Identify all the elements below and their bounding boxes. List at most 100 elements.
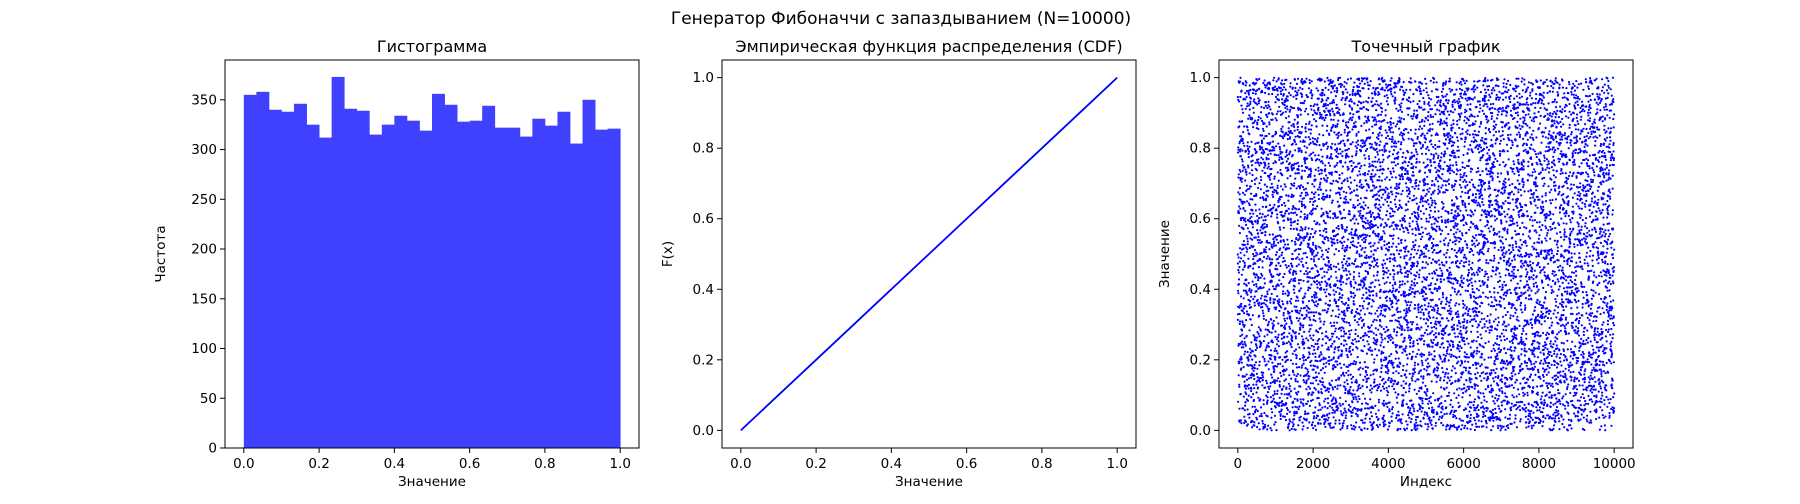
scatter-point (1400, 249, 1402, 251)
scatter-point (1306, 310, 1308, 312)
scatter-point (1331, 174, 1333, 176)
scatter-point (1381, 364, 1383, 366)
scatter-point (1374, 312, 1376, 314)
scatter-point (1333, 238, 1335, 240)
scatter-point (1416, 161, 1418, 163)
scatter-point (1288, 294, 1290, 296)
scatter-point (1289, 300, 1291, 302)
scatter-point (1309, 236, 1311, 238)
scatter-point (1391, 77, 1393, 79)
scatter-point (1324, 309, 1326, 311)
scatter-point (1361, 385, 1363, 387)
y-tick-label: 0.0 (693, 423, 714, 439)
scatter-point (1290, 94, 1292, 96)
scatter-point (1366, 428, 1368, 430)
scatter-point (1256, 391, 1258, 393)
scatter-point (1344, 145, 1346, 147)
scatter-point (1237, 191, 1239, 193)
scatter-point (1318, 173, 1320, 175)
scatter-point (1345, 417, 1347, 419)
scatter-point (1254, 249, 1256, 251)
scatter-point (1270, 374, 1272, 376)
scatter-point (1249, 84, 1251, 86)
scatter-point (1288, 208, 1290, 210)
scatter-point (1283, 93, 1285, 95)
scatter-point (1403, 309, 1405, 311)
scatter-point (1245, 108, 1247, 110)
scatter-point (1308, 308, 1310, 310)
scatter-point (1296, 310, 1298, 312)
scatter-point (1396, 331, 1398, 333)
scatter-point (1327, 346, 1329, 348)
scatter-point (1293, 124, 1295, 126)
scatter-point (1411, 186, 1413, 188)
scatter-point (1376, 169, 1378, 171)
scatter-point (1342, 120, 1344, 122)
scatter-point (1245, 305, 1247, 307)
scatter-point (1338, 338, 1340, 340)
scatter-point (1320, 299, 1322, 301)
scatter-point (1334, 84, 1336, 86)
scatter-point (1324, 426, 1326, 428)
scatter-point (1340, 367, 1342, 369)
scatter-point (1356, 347, 1358, 349)
scatter-point (1359, 367, 1361, 369)
scatter-point (1320, 381, 1322, 383)
scatter-point (1357, 395, 1359, 397)
scatter-point (1394, 391, 1396, 393)
scatter-point (1410, 293, 1412, 295)
scatter-point (1261, 142, 1263, 144)
scatter-point (1370, 286, 1372, 288)
scatter-point (1255, 384, 1257, 386)
scatter-point (1288, 127, 1290, 129)
scatter-point (1256, 285, 1258, 287)
scatter-point (1291, 240, 1293, 242)
scatter-point (1346, 229, 1348, 231)
scatter-point (1260, 277, 1262, 279)
scatter-point (1252, 314, 1254, 316)
scatter-point (1246, 90, 1248, 92)
scatter-point (1239, 335, 1241, 337)
scatter-point (1311, 277, 1313, 279)
scatter-point (1365, 217, 1367, 219)
scatter-point (1380, 223, 1382, 225)
scatter-point (1416, 142, 1418, 144)
scatter-point (1395, 86, 1397, 88)
scatter-point (1357, 210, 1359, 212)
scatter-point (1269, 204, 1271, 206)
scatter-point (1343, 270, 1345, 272)
scatter-point (1389, 179, 1391, 181)
histogram-bar (520, 137, 533, 448)
scatter-point (1289, 162, 1291, 164)
scatter-point (1242, 260, 1244, 262)
scatter-point (1293, 418, 1295, 420)
scatter-point (1256, 215, 1258, 217)
scatter-point (1297, 219, 1299, 221)
scatter-point (1350, 219, 1352, 221)
scatter-point (1368, 97, 1370, 99)
scatter-point (1320, 189, 1322, 191)
scatter-point (1412, 233, 1414, 235)
scatter-point (1348, 277, 1350, 279)
scatter-point (1342, 422, 1344, 424)
scatter-point (1275, 288, 1277, 290)
scatter-point (1276, 80, 1278, 82)
scatter-point (1357, 144, 1359, 146)
scatter-point (1271, 411, 1273, 413)
scatter-point (1301, 314, 1303, 316)
scatter-point (1289, 111, 1291, 113)
scatter-point (1245, 150, 1247, 152)
scatter-point (1280, 128, 1282, 130)
scatter-point (1255, 162, 1257, 164)
scatter-point (1325, 362, 1327, 364)
scatter-point (1295, 271, 1297, 273)
scatter-point (1329, 300, 1331, 302)
scatter-point (1301, 192, 1303, 194)
scatter-point (1253, 370, 1255, 372)
scatter-point (1322, 134, 1324, 136)
scatter-point (1386, 143, 1388, 145)
scatter-point (1281, 211, 1283, 213)
scatter-point (1343, 191, 1345, 193)
scatter-point (1351, 415, 1353, 417)
scatter-point (1398, 78, 1400, 80)
